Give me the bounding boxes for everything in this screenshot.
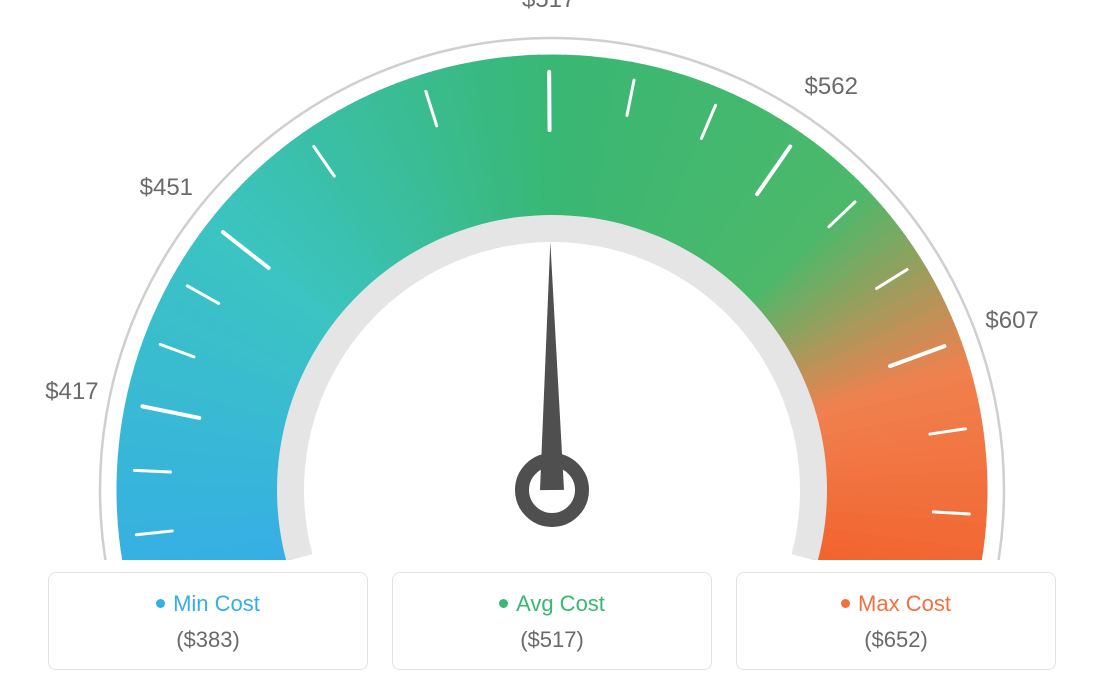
gauge-tick-label: $562 bbox=[805, 73, 858, 101]
legend-value: ($652) bbox=[747, 627, 1045, 653]
legend-title-text: Min Cost bbox=[173, 591, 260, 616]
legend-title-text: Avg Cost bbox=[516, 591, 605, 616]
legend-dot-icon bbox=[499, 599, 508, 608]
gauge-tick-label: $517 bbox=[522, 0, 575, 14]
legend-dot-icon bbox=[156, 599, 165, 608]
legend-card-min: Min Cost ($383) bbox=[48, 572, 368, 670]
legend-title-text: Max Cost bbox=[858, 591, 951, 616]
legend-value: ($517) bbox=[403, 627, 701, 653]
gauge-tick-label: $451 bbox=[140, 174, 193, 202]
legend-title: Avg Cost bbox=[403, 591, 701, 617]
gauge-tick-label: $607 bbox=[985, 307, 1038, 335]
gauge-chart: $383$417$451$517$562$607$652 bbox=[0, 0, 1104, 560]
gauge-needle bbox=[540, 242, 564, 490]
legend-dot-icon bbox=[841, 599, 850, 608]
legend-value: ($383) bbox=[59, 627, 357, 653]
gauge-svg bbox=[0, 0, 1104, 560]
legend-row: Min Cost ($383) Avg Cost ($517) Max Cost ($65… bbox=[0, 572, 1104, 670]
gauge-tick-label: $417 bbox=[45, 378, 98, 406]
legend-title: Min Cost bbox=[59, 591, 357, 617]
legend-card-avg: Avg Cost ($517) bbox=[392, 572, 712, 670]
legend-card-max: Max Cost ($652) bbox=[736, 572, 1056, 670]
legend-title: Max Cost bbox=[747, 591, 1045, 617]
